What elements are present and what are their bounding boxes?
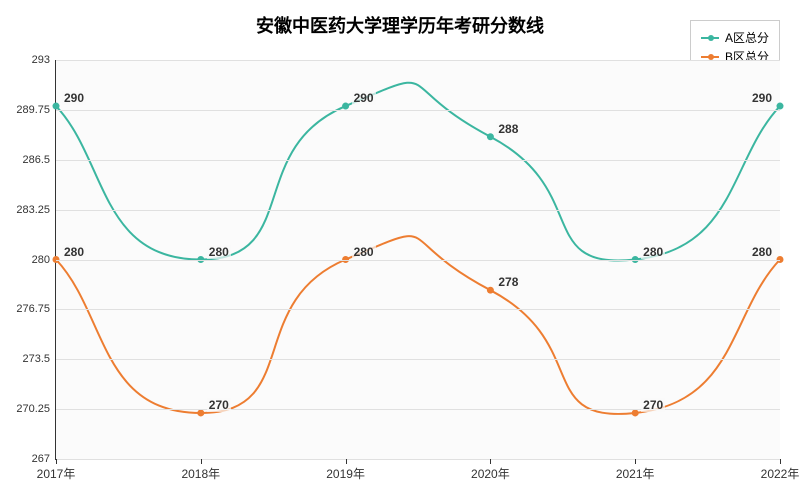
legend-swatch-b xyxy=(701,56,719,58)
data-point xyxy=(632,409,639,416)
x-axis-label: 2020年 xyxy=(471,459,510,482)
grid-line xyxy=(56,210,780,211)
chart-title: 安徽中医药大学理学历年考研分数线 xyxy=(0,12,800,38)
data-point xyxy=(487,133,494,140)
data-point xyxy=(342,103,349,110)
data-point xyxy=(777,103,784,110)
data-label: 280 xyxy=(641,245,665,259)
data-label: 270 xyxy=(641,398,665,412)
grid-line xyxy=(56,160,780,161)
y-axis-label: 276.75 xyxy=(16,303,56,315)
x-axis-label: 2018年 xyxy=(181,459,220,482)
legend-item-a: A区总分 xyxy=(701,29,769,46)
data-label: 290 xyxy=(62,91,86,105)
x-axis-label: 2019年 xyxy=(326,459,365,482)
x-axis-label: 2017年 xyxy=(37,459,76,482)
plot-area: 267270.25273.5276.75280283.25286.5289.75… xyxy=(55,60,780,460)
y-axis-label: 280 xyxy=(32,254,56,266)
data-label: 290 xyxy=(352,91,376,105)
y-axis-label: 270.25 xyxy=(16,403,56,415)
data-label: 278 xyxy=(496,275,520,289)
y-axis-label: 289.75 xyxy=(16,104,56,116)
legend-swatch-a xyxy=(701,37,719,39)
grid-line xyxy=(56,260,780,261)
grid-line xyxy=(56,359,780,360)
y-axis-label: 273.5 xyxy=(22,353,56,365)
x-axis-label: 2021年 xyxy=(616,459,655,482)
data-label: 270 xyxy=(207,398,231,412)
data-label: 280 xyxy=(207,245,231,259)
grid-line xyxy=(56,110,780,111)
y-axis-label: 283.25 xyxy=(16,204,56,216)
grid-line xyxy=(56,459,780,460)
legend-label-a: A区总分 xyxy=(725,29,769,46)
chart-container: 安徽中医药大学理学历年考研分数线 A区总分 B区总分 267270.25273.… xyxy=(0,0,800,500)
data-label: 280 xyxy=(62,245,86,259)
data-point xyxy=(487,287,494,294)
grid-line xyxy=(56,60,780,61)
grid-line xyxy=(56,409,780,410)
data-point xyxy=(197,409,204,416)
x-axis-label: 2022年 xyxy=(761,459,800,482)
data-label: 290 xyxy=(750,91,774,105)
grid-line xyxy=(56,309,780,310)
series-line xyxy=(56,236,780,414)
y-axis-label: 293 xyxy=(32,54,56,66)
data-label: 280 xyxy=(352,245,376,259)
data-label: 280 xyxy=(750,245,774,259)
data-label: 288 xyxy=(496,122,520,136)
y-axis-label: 286.5 xyxy=(22,154,56,166)
